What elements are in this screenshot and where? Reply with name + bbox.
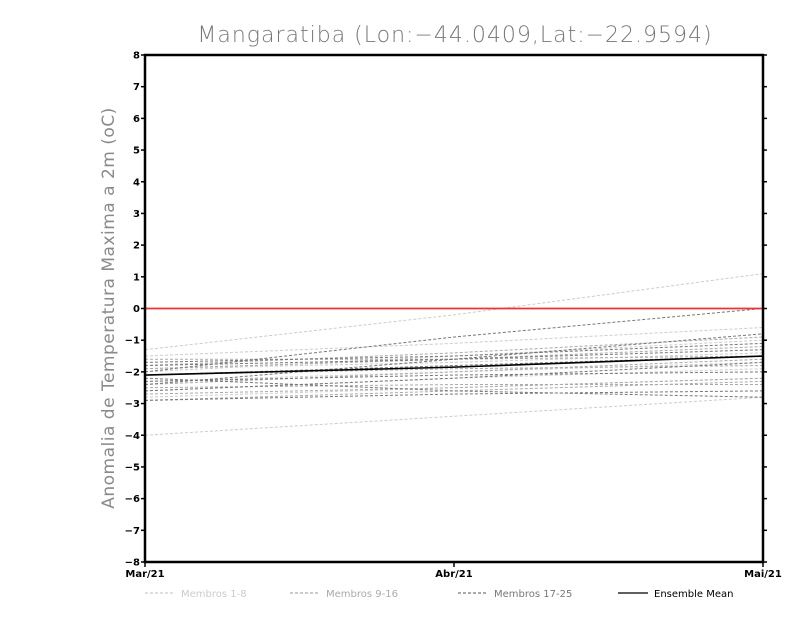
y-tick-label: 4 (133, 177, 140, 188)
y-tick-label: 8 (133, 51, 140, 62)
series-line-members-17-25-19 (144, 349, 764, 367)
y-tick-label: −7 (125, 526, 140, 537)
series-line-members-9-16-9 (144, 358, 764, 386)
series-line-members-17-25-23 (144, 342, 764, 363)
y-tick-label: 6 (133, 114, 140, 125)
legend-label: Membros 1-8 (181, 589, 247, 600)
y-tick-label: −1 (125, 336, 140, 347)
y-tick-label: −8 (125, 558, 140, 569)
series-line-members-17-25-18 (144, 377, 764, 398)
series-line-members-9-16-15 (144, 377, 764, 395)
series-line-members-1-8-0 (144, 273, 764, 351)
chart-title: Mangaratiba (Lon:−44.0409,Lat:−22.9594) (197, 23, 712, 48)
series-line-members-9-16-12 (144, 365, 764, 376)
series-line-members-17-25-17 (144, 333, 764, 386)
series-line-members-17-25-24 (144, 371, 764, 382)
plot-area (144, 273, 764, 436)
legend: Membros 1-8 Membros 9-16 Membros 17-25 Ense… (145, 589, 733, 600)
legend-label: Membros 17-25 (494, 589, 572, 600)
series-line-members-1-8-3 (144, 339, 764, 373)
x-tick-label: Mai/21 (744, 569, 782, 580)
y-tick-label: −4 (125, 431, 140, 442)
series-line-members-1-8-6 (144, 352, 764, 370)
y-tick-label: 5 (133, 146, 140, 157)
y-tick-label: 1 (133, 272, 140, 283)
series-line-members-17-25-16 (144, 308, 764, 373)
series-line-members-9-16-13 (144, 384, 763, 389)
y-tick-label: 0 (133, 304, 140, 315)
y-tick-label: −2 (125, 367, 140, 378)
y-axis-label: Anomalia de Temperatura Maxima a 2m (oC) (99, 107, 119, 509)
y-tick-label: 2 (133, 241, 140, 252)
series-line-members-9-16-10 (145, 355, 764, 360)
series-line-members-9-16-14 (144, 346, 764, 370)
y-tick-label: −6 (125, 494, 140, 505)
legend-label: Membros 9-16 (326, 589, 398, 600)
series-line-members-17-25-20 (144, 361, 764, 392)
series-line-members-1-8-1 (144, 396, 764, 436)
x-tick-label: Abr/21 (435, 569, 472, 580)
legend-label: Ensemble Mean (654, 589, 733, 600)
series-line-members-1-8-5 (144, 368, 764, 392)
y-tick-label: 3 (133, 209, 140, 220)
series-line-members-17-25-22 (144, 390, 764, 401)
series-line-members-1-8-4 (144, 361, 764, 382)
y-tick-label: 7 (133, 82, 140, 93)
series-line-members-1-8-2 (144, 327, 764, 357)
y-tick-label: −5 (125, 462, 140, 473)
y-tick-label: −3 (125, 399, 140, 410)
ensemble-mean-line (144, 355, 764, 376)
x-tick-label: Mar/21 (125, 569, 164, 580)
